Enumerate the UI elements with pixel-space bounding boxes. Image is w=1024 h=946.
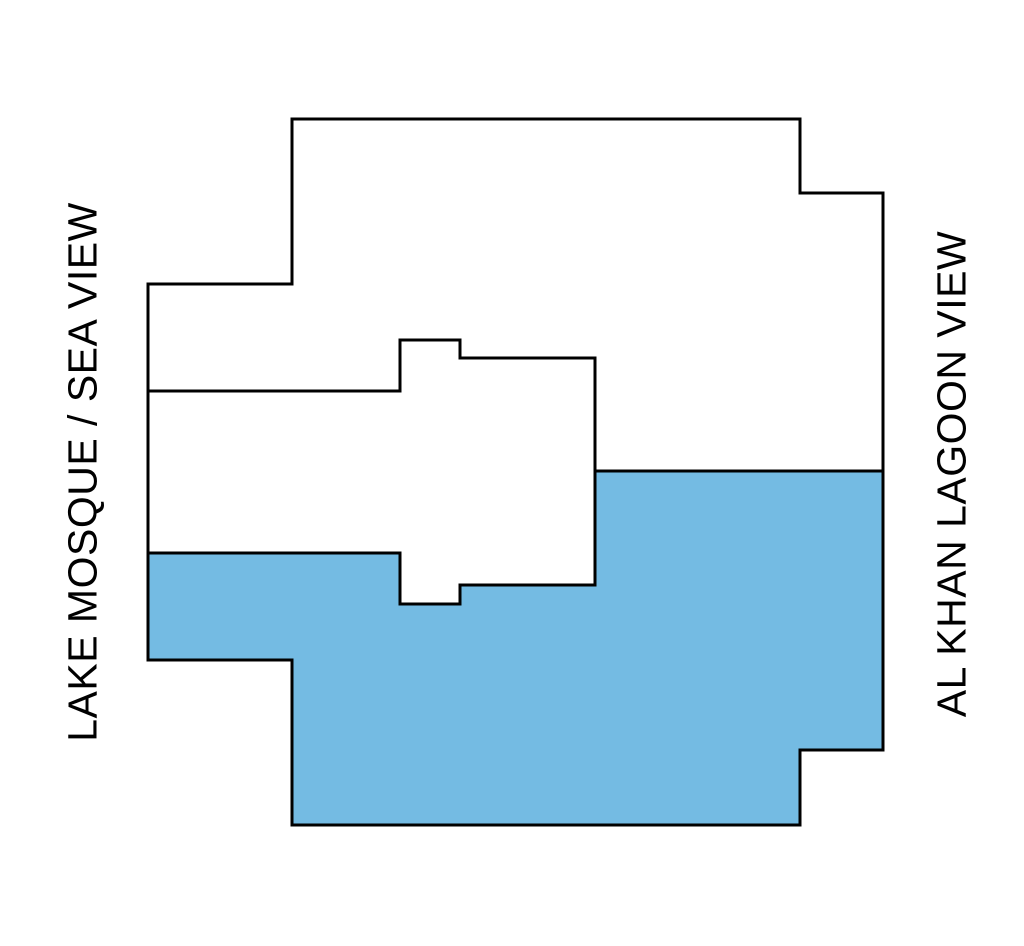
left-view-label: LAKE MOSQUE / SEA VIEW <box>59 202 106 742</box>
building-outline <box>146 117 885 827</box>
highlighted-zone <box>148 471 883 825</box>
right-view-label: AL KHAN LAGOON VIEW <box>928 230 975 718</box>
